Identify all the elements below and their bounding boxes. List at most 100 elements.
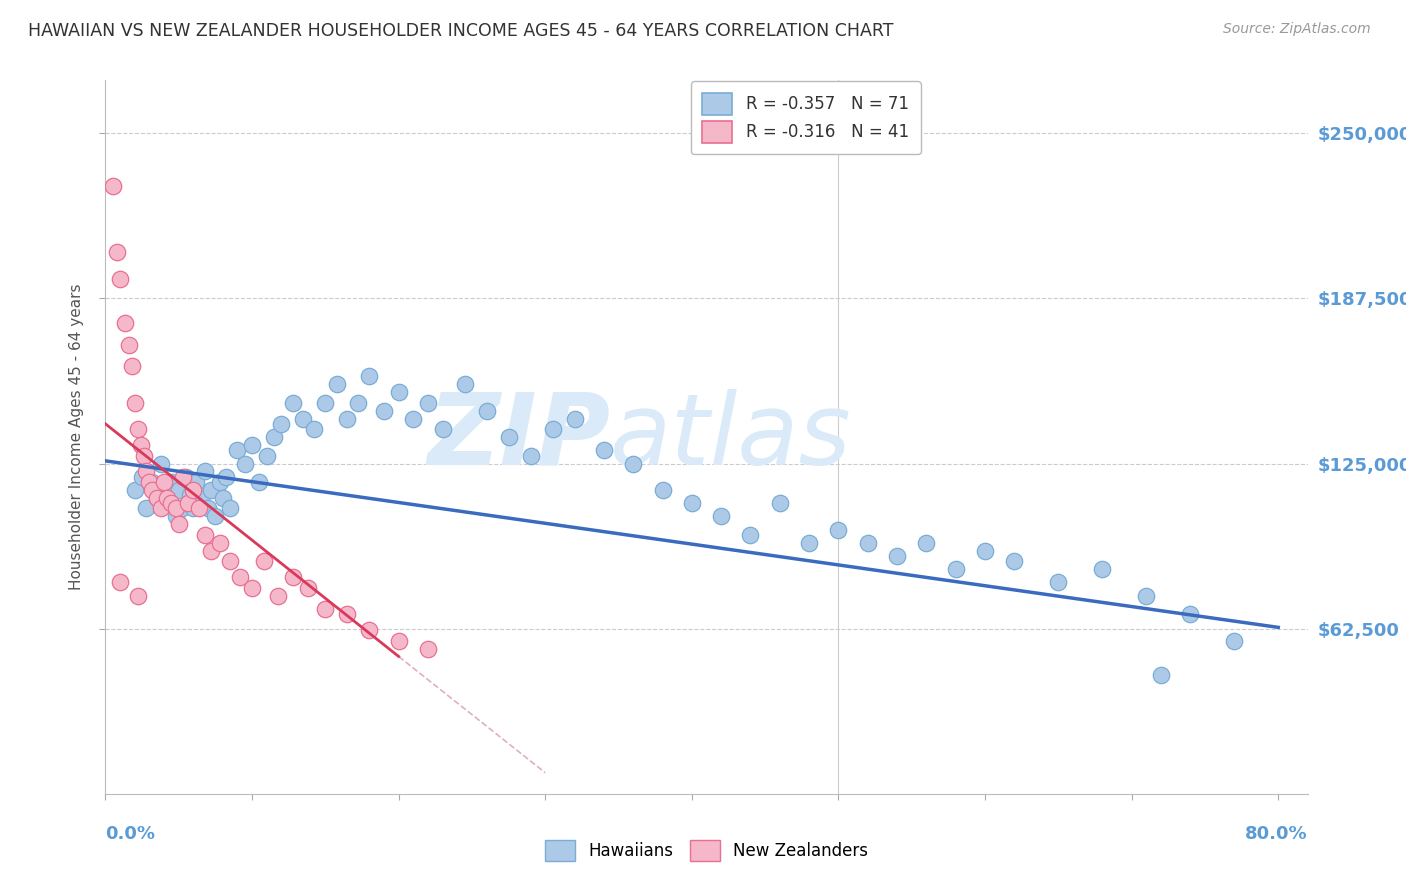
Point: [974, 543, 997, 558]
Point: [564, 411, 586, 425]
Point: [204, 509, 226, 524]
Point: [233, 457, 256, 471]
Point: [135, 501, 157, 516]
Point: [326, 377, 349, 392]
Point: [194, 465, 217, 479]
Point: [263, 430, 285, 444]
Point: [165, 501, 187, 516]
Point: [200, 543, 222, 558]
Point: [292, 411, 315, 425]
Point: [621, 457, 644, 471]
Point: [945, 562, 967, 576]
Point: [200, 483, 222, 497]
Point: [165, 509, 187, 524]
Point: [176, 496, 198, 510]
Point: [498, 430, 520, 444]
Point: [219, 501, 242, 516]
Point: [281, 570, 304, 584]
Point: [194, 528, 217, 542]
Point: [211, 491, 233, 505]
Point: [114, 317, 136, 331]
Point: [214, 469, 236, 483]
Point: [314, 395, 336, 409]
Point: [740, 528, 762, 542]
Y-axis label: Householder Income Ages 45 - 64 years: Householder Income Ages 45 - 64 years: [69, 284, 84, 591]
Point: [183, 501, 205, 516]
Point: [359, 623, 381, 637]
Point: [915, 536, 938, 550]
Point: [336, 607, 359, 622]
Point: [108, 271, 131, 285]
Point: [281, 395, 304, 409]
Point: [160, 475, 183, 489]
Point: [1150, 668, 1173, 682]
Point: [336, 411, 359, 425]
Point: [593, 443, 616, 458]
Point: [121, 359, 143, 373]
Point: [416, 641, 439, 656]
Point: [1180, 607, 1202, 622]
Point: [167, 483, 190, 497]
Text: 0.0%: 0.0%: [105, 825, 156, 843]
Text: ZIP: ZIP: [427, 389, 610, 485]
Text: 80.0%: 80.0%: [1244, 825, 1308, 843]
Point: [256, 449, 278, 463]
Point: [167, 517, 190, 532]
Point: [226, 443, 249, 458]
Point: [240, 581, 263, 595]
Point: [108, 575, 131, 590]
Point: [302, 422, 325, 436]
Point: [174, 469, 197, 483]
Point: [141, 483, 163, 497]
Point: [172, 469, 194, 483]
Text: Source: ZipAtlas.com: Source: ZipAtlas.com: [1223, 22, 1371, 37]
Point: [541, 422, 564, 436]
Point: [160, 496, 183, 510]
Point: [388, 633, 411, 648]
Point: [156, 491, 179, 505]
Point: [150, 457, 173, 471]
Legend: Hawaiians, New Zealanders: Hawaiians, New Zealanders: [538, 833, 875, 868]
Point: [247, 475, 270, 489]
Point: [253, 554, 276, 568]
Point: [188, 501, 211, 516]
Point: [651, 483, 673, 497]
Point: [797, 536, 820, 550]
Point: [197, 501, 219, 516]
Point: [402, 411, 425, 425]
Point: [856, 536, 879, 550]
Point: [827, 523, 849, 537]
Point: [314, 602, 336, 616]
Point: [240, 438, 263, 452]
Point: [475, 403, 498, 417]
Point: [101, 179, 124, 194]
Point: [297, 581, 319, 595]
Point: [105, 245, 128, 260]
Point: [416, 395, 439, 409]
Point: [124, 395, 146, 409]
Point: [127, 422, 149, 436]
Point: [373, 403, 395, 417]
Point: [710, 509, 733, 524]
Point: [453, 377, 475, 392]
Point: [270, 417, 292, 431]
Point: [135, 465, 157, 479]
Point: [432, 422, 454, 436]
Point: [346, 395, 368, 409]
Point: [153, 475, 176, 489]
Point: [519, 449, 541, 463]
Point: [138, 475, 160, 489]
Point: [1047, 575, 1070, 590]
Point: [267, 589, 290, 603]
Text: HAWAIIAN VS NEW ZEALANDER HOUSEHOLDER INCOME AGES 45 - 64 YEARS CORRELATION CHAR: HAWAIIAN VS NEW ZEALANDER HOUSEHOLDER IN…: [28, 22, 894, 40]
Point: [156, 496, 179, 510]
Point: [145, 491, 167, 505]
Point: [1135, 589, 1157, 603]
Point: [179, 488, 201, 502]
Point: [129, 438, 152, 452]
Point: [141, 475, 163, 489]
Point: [183, 483, 205, 497]
Point: [1223, 633, 1246, 648]
Point: [127, 589, 149, 603]
Point: [150, 501, 173, 516]
